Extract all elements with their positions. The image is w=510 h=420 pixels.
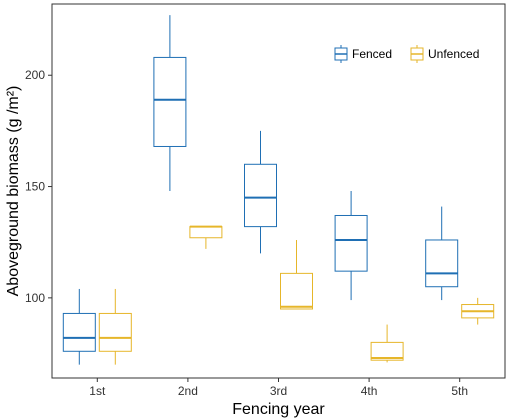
y-tick-label: 200 bbox=[25, 68, 45, 82]
box-iqr bbox=[244, 163, 277, 228]
box-iqr bbox=[425, 239, 459, 288]
box-iqr bbox=[189, 226, 223, 239]
legend-label: Fenced bbox=[352, 47, 392, 61]
axes: 100 150 200 1st 2nd 3rd 4th 5th bbox=[25, 3, 506, 398]
box-iqr bbox=[62, 312, 96, 352]
y-tick-label: 150 bbox=[25, 180, 45, 194]
x-tick-label: 4th bbox=[361, 384, 378, 398]
box-unfenced-3rd bbox=[280, 239, 313, 310]
x-axis-title: Fencing year bbox=[232, 401, 325, 418]
box-fenced-2nd bbox=[153, 15, 187, 191]
legend-item-unfenced: Unfenced bbox=[410, 45, 479, 63]
box-iqr bbox=[334, 214, 368, 272]
x-tick-label: 3rd bbox=[270, 384, 287, 398]
box-iqr bbox=[370, 341, 404, 361]
box-unfenced-1st bbox=[98, 288, 132, 365]
y-axis-title: Aboveground biomass (g /m²) bbox=[5, 86, 22, 297]
box-fenced-4th bbox=[334, 191, 368, 301]
box-unfenced-5th bbox=[461, 297, 495, 325]
box-fenced-1st bbox=[62, 288, 96, 365]
box-fenced-5th bbox=[425, 206, 459, 301]
legend-item-fenced: Fenced bbox=[334, 45, 392, 63]
y-tick-label: 100 bbox=[25, 291, 45, 305]
box-iqr bbox=[153, 56, 187, 147]
box-unfenced-2nd bbox=[189, 225, 223, 249]
x-tick-label: 5th bbox=[451, 384, 468, 398]
x-tick-label: 2nd bbox=[178, 384, 198, 398]
box-iqr bbox=[98, 312, 132, 352]
legend-label: Unfenced bbox=[428, 47, 479, 61]
box-fenced-3rd bbox=[244, 130, 277, 254]
box-unfenced-4th bbox=[370, 324, 404, 363]
legend: Fenced Unfenced bbox=[334, 45, 479, 63]
plot-area bbox=[62, 15, 495, 365]
x-tick-label: 1st bbox=[89, 384, 106, 398]
box-iqr bbox=[280, 272, 313, 310]
